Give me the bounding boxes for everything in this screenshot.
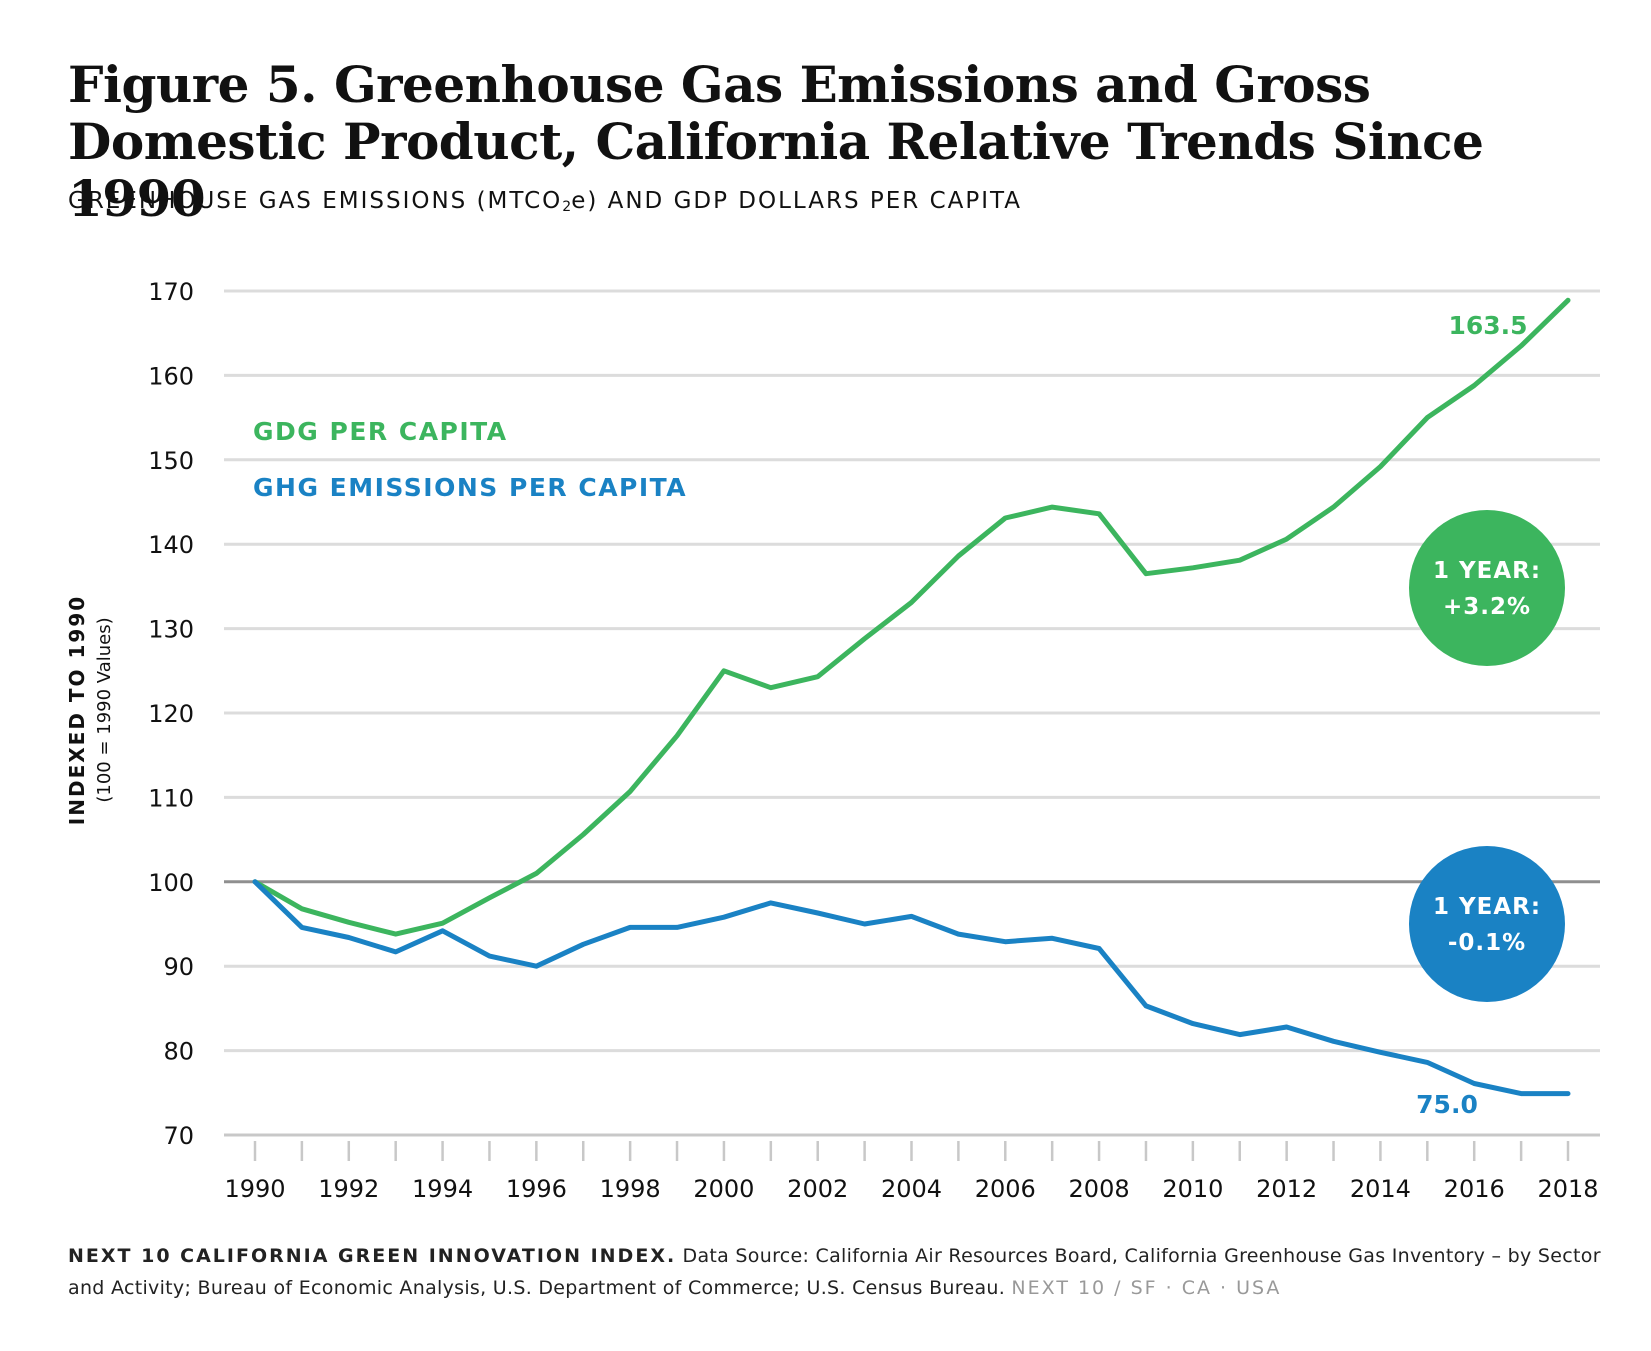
y-tick-label: 110 [148,784,194,812]
x-tick-label: 2018 [1537,1175,1598,1203]
subtitle-text-start: GREENHOUSE GAS EMISSIONS (MTCO [68,188,563,214]
chart-title: Figure 5. Greenhouse Gas Emissions and G… [68,55,1484,228]
x-tick-label: 2002 [787,1175,848,1203]
x-tick-label: 1992 [318,1175,379,1203]
footer-credit: NEXT 10 / SF · CA · USA [1011,1277,1282,1299]
ghg-badge-circle [1409,846,1565,1002]
subtitle-text-end: e) AND GDP DOLLARS PER CAPITA [571,188,1023,214]
gdp-per-capita-line [252,297,1571,937]
x-tick-label: 2008 [1069,1175,1130,1203]
x-tick-label: 2016 [1444,1175,1505,1203]
legend-ghg: GHG EMISSIONS PER CAPITA [253,473,687,502]
x-tick-label: 1994 [412,1175,473,1203]
footer-brand: NEXT 10 CALIFORNIA GREEN INNOVATION INDE… [68,1245,677,1267]
ghg-end-value-label: 75.0 [1416,1090,1478,1119]
y-tick-label: 140 [148,531,194,559]
chart-subtitle: GREENHOUSE GAS EMISSIONS (MTCO2e) AND GD… [68,188,1022,215]
y-axis-sublabel: (100 = 1990 Values) [94,617,115,802]
gdp-badge-line1: 1 YEAR: [1433,558,1541,584]
footer-source: NEXT 10 CALIFORNIA GREEN INNOVATION INDE… [68,1240,1608,1304]
y-axis-tick-labels: 70 80 90 100 110 120 130 140 150 160 170 [148,278,194,1150]
gridlines [224,289,1600,1137]
x-tick-label: 2000 [693,1175,754,1203]
gdp-badge-line2: +3.2% [1443,594,1531,620]
y-tick-label: 70 [163,1122,194,1150]
series-lines [252,297,1571,1097]
y-tick-label: 90 [163,953,194,981]
ghg-badge-line1: 1 YEAR: [1433,894,1541,920]
gdp-badge-circle [1409,510,1565,666]
x-tick-label: 1998 [600,1175,661,1203]
x-tick-label: 1996 [506,1175,567,1203]
gdp-change-badge: 1 YEAR: +3.2% [1409,510,1565,666]
y-tick-label: 130 [148,616,194,644]
ghg-change-badge: 1 YEAR: -0.1% [1409,846,1565,1002]
x-tick-label: 2012 [1256,1175,1317,1203]
y-tick-label: 150 [148,447,194,475]
x-tick-label: 2010 [1162,1175,1223,1203]
y-tick-label: 80 [163,1038,194,1066]
y-tick-label: 170 [148,278,194,306]
ghg-badge-line2: -0.1% [1448,930,1526,956]
y-tick-label: 100 [148,869,194,897]
x-tick-label: 2006 [975,1175,1036,1203]
x-tick-label: 2014 [1350,1175,1411,1203]
y-tick-label: 120 [148,700,194,728]
subtitle-subscript: 2 [562,199,572,215]
footer-source-text: Data Source: California Air Resources Bo… [68,1245,1601,1299]
legend-gdp: GDG PER CAPITA [253,417,508,446]
x-tick-label: 2004 [881,1175,942,1203]
ghg-emissions-per-capita-line [252,879,1571,1097]
y-axis-label: INDEXED TO 1990 [65,595,89,825]
gdp-end-value-label: 163.5 [1448,311,1527,340]
x-axis: 1990 1992 1994 1996 1998 2000 2002 2004 2006 2008… [224,1141,1599,1203]
y-tick-label: 160 [148,362,194,390]
x-tick-label: 1990 [224,1175,285,1203]
